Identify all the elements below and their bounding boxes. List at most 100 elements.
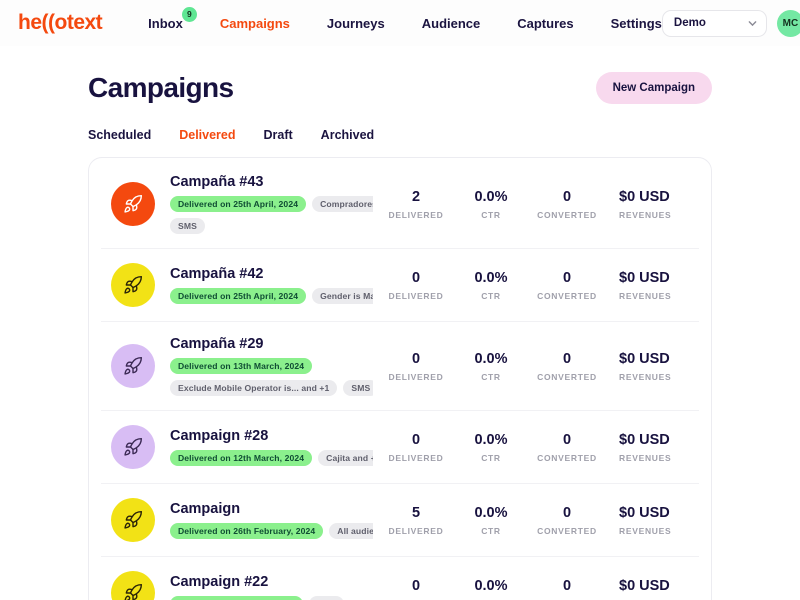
segment-tag-badge: Exclude Mobile Operator is... and +1: [170, 380, 338, 396]
tab-draft[interactable]: Draft: [263, 128, 293, 142]
stat-delivered-value: 0: [411, 431, 421, 448]
delivered-date-badge: Delivered on 13th March, 2024: [170, 358, 313, 374]
hellotext-logo[interactable]: he((otext: [18, 11, 103, 34]
stat-ctr-label: CTR: [481, 525, 501, 536]
campaign-name[interactable]: Campaña #43: [170, 174, 264, 190]
stat-delivered-value: 2: [411, 188, 421, 205]
campaign-name[interactable]: Campaign #28: [170, 428, 269, 444]
delivered-date-badge: Delivered on 27th May, 2024: [170, 596, 303, 600]
nav-item-journeys[interactable]: Journeys: [326, 15, 385, 31]
campaign-info: Campaign Delivered on 26th February, 2024…: [170, 501, 373, 539]
campaign-row[interactable]: Campaña #29 Delivered on 13th March, 2024…: [101, 321, 699, 410]
campaign-row[interactable]: Campaña #43 Delivered on 25th April, 2024…: [101, 160, 699, 248]
campaign-info: Campaña #42 Delivered on 25th April, 2024…: [170, 266, 373, 304]
workspace-selector[interactable]: Demo: [661, 9, 767, 37]
stat-ctr: 0.0% CTR: [459, 578, 523, 600]
stat-converted-label: CONVERTED: [523, 599, 611, 600]
campaign-info: Campaña #29 Delivered on 13th March, 2024…: [170, 336, 373, 396]
top-navigation-bar: he((otext Inbox 9 Campaigns Journeys Audienc…: [0, 0, 800, 46]
stat-converted-value: 0: [562, 350, 572, 367]
stat-ctr-label: CTR: [481, 452, 501, 463]
campaign-rocket-icon: [111, 571, 155, 600]
stat-delivered: 0 DELIVERED: [373, 578, 459, 600]
segment-tag-badge: All audience: [329, 523, 373, 539]
campaign-stats: 0 DELIVERED 0.0% CTR 0 CONVERTED $0 USD REVENUE…: [373, 578, 691, 600]
stat-delivered: 5 DELIVERED: [373, 505, 459, 536]
campaign-name[interactable]: Campaign #22: [170, 574, 269, 590]
campaign-info: Campaign #28 Delivered on 12th March, 202…: [170, 428, 373, 466]
stat-delivered-value: 0: [411, 269, 421, 286]
stat-delivered-value: 5: [411, 504, 421, 521]
stat-revenues-value: $0 USD: [619, 188, 670, 205]
tab-delivered[interactable]: Delivered: [179, 128, 236, 142]
stat-converted: 0 CONVERTED: [523, 189, 611, 220]
stat-converted-value: 0: [562, 504, 572, 521]
stat-converted-label: CONVERTED: [537, 290, 597, 301]
campaign-status-tabs: Scheduled Delivered Draft Archived: [88, 128, 712, 142]
campaign-row[interactable]: Campaign #28 Delivered on 12th March, 202…: [101, 410, 699, 483]
campaign-row[interactable]: Campaign Delivered on 26th February, 2024…: [101, 483, 699, 556]
stat-ctr-label: CTR: [481, 209, 501, 220]
campaign-info: Campaign #22 Delivered on 27th May, 2024 S…: [170, 574, 373, 600]
campaign-name[interactable]: Campaña #42: [170, 266, 264, 282]
delivered-date-badge: Delivered on 12th March, 2024: [170, 450, 313, 466]
tab-archived[interactable]: Archived: [320, 128, 375, 142]
campaign-stats: 2 DELIVERED 0.0% CTR 0 CONVERTED $0 USD REVENUE…: [373, 189, 691, 220]
campaign-stats: 0 DELIVERED 0.0% CTR 0 CONVERTED $0 USD REVENUE…: [373, 351, 691, 382]
stat-ctr-value: 0.0%: [474, 188, 508, 205]
stat-converted-value: 0: [562, 269, 572, 286]
segment-tag-badge: Compradores Frecue...: [312, 196, 373, 212]
campaign-rocket-icon: [111, 263, 155, 307]
stat-revenues-label: REVENUES: [619, 290, 672, 301]
topbar-right: Demo MC: [661, 9, 800, 37]
avatar[interactable]: MC: [776, 9, 800, 37]
campaign-badges: Delivered on 27th May, 2024 SMS: [170, 596, 373, 600]
nav-item-campaigns[interactable]: Campaigns: [219, 15, 290, 31]
stat-converted-label: CONVERTED: [537, 525, 597, 536]
campaign-badges: Delivered on 13th March, 2024: [170, 358, 373, 374]
segment-tag-badge: SMS: [308, 596, 344, 600]
campaign-info: Campaña #43 Delivered on 25th April, 2024…: [170, 174, 373, 234]
nav-item-settings[interactable]: Settings: [610, 15, 662, 31]
campaign-name[interactable]: Campaña #29: [170, 336, 264, 352]
campaign-list-card: Campaña #43 Delivered on 25th April, 2024…: [88, 157, 712, 600]
tab-scheduled[interactable]: Scheduled: [88, 128, 152, 142]
stat-delivered: 0 DELIVERED: [373, 351, 459, 382]
stat-delivered: 2 DELIVERED: [373, 189, 459, 220]
nav-item-audience[interactable]: Audience: [421, 15, 481, 31]
campaign-rocket-icon: [111, 498, 155, 542]
nav-item-inbox[interactable]: Inbox 9: [148, 6, 197, 31]
stat-revenues: $0 USD REVENUES: [611, 351, 691, 382]
stat-delivered-label: DELIVERED: [373, 599, 459, 600]
delivered-date-badge: Delivered on 26th February, 2024: [170, 523, 324, 539]
segment-tag-badge: SMS: [343, 380, 373, 396]
stat-converted: 0 CONVERTED: [523, 505, 611, 536]
stat-revenues: $0 USD REVENUES: [611, 578, 691, 600]
campaigns-page: Campaigns New Campaign Scheduled Delivere…: [88, 72, 712, 600]
stat-revenues-label: REVENUES: [619, 599, 691, 600]
stat-converted: 0 CONVERTED: [523, 270, 611, 301]
stat-converted-label: CONVERTED: [537, 209, 597, 220]
stat-revenues-value: $0 USD: [619, 350, 670, 367]
stat-delivered: 0 DELIVERED: [373, 270, 459, 301]
stat-ctr-label: CTR: [481, 290, 501, 301]
new-campaign-button[interactable]: New Campaign: [595, 72, 712, 104]
campaign-row[interactable]: Campaña #42 Delivered on 25th April, 2024…: [101, 248, 699, 321]
stat-ctr: 0.0% CTR: [459, 189, 523, 220]
campaign-name[interactable]: Campaign: [170, 501, 241, 517]
stat-ctr-value: 0.0%: [474, 431, 508, 448]
campaign-rocket-icon: [111, 425, 155, 469]
stat-delivered-label: DELIVERED: [388, 290, 444, 301]
campaign-badges: Delivered on 12th March, 2024 Cajita and …: [170, 450, 373, 466]
campaign-badges: SMS: [170, 218, 373, 234]
page-header: Campaigns New Campaign: [88, 72, 712, 104]
delivered-date-badge: Delivered on 25th April, 2024: [170, 288, 307, 304]
stat-delivered-label: DELIVERED: [388, 525, 444, 536]
stat-ctr: 0.0% CTR: [459, 351, 523, 382]
campaign-badges: Delivered on 25th April, 2024 Compradores…: [170, 196, 373, 212]
stat-ctr: 0.0% CTR: [459, 505, 523, 536]
nav-item-captures[interactable]: Captures: [517, 15, 574, 31]
campaign-row[interactable]: Campaign #22 Delivered on 27th May, 2024 S…: [101, 556, 699, 600]
stat-ctr-label: CTR: [459, 599, 523, 600]
stat-delivered-value: 0: [411, 577, 421, 594]
